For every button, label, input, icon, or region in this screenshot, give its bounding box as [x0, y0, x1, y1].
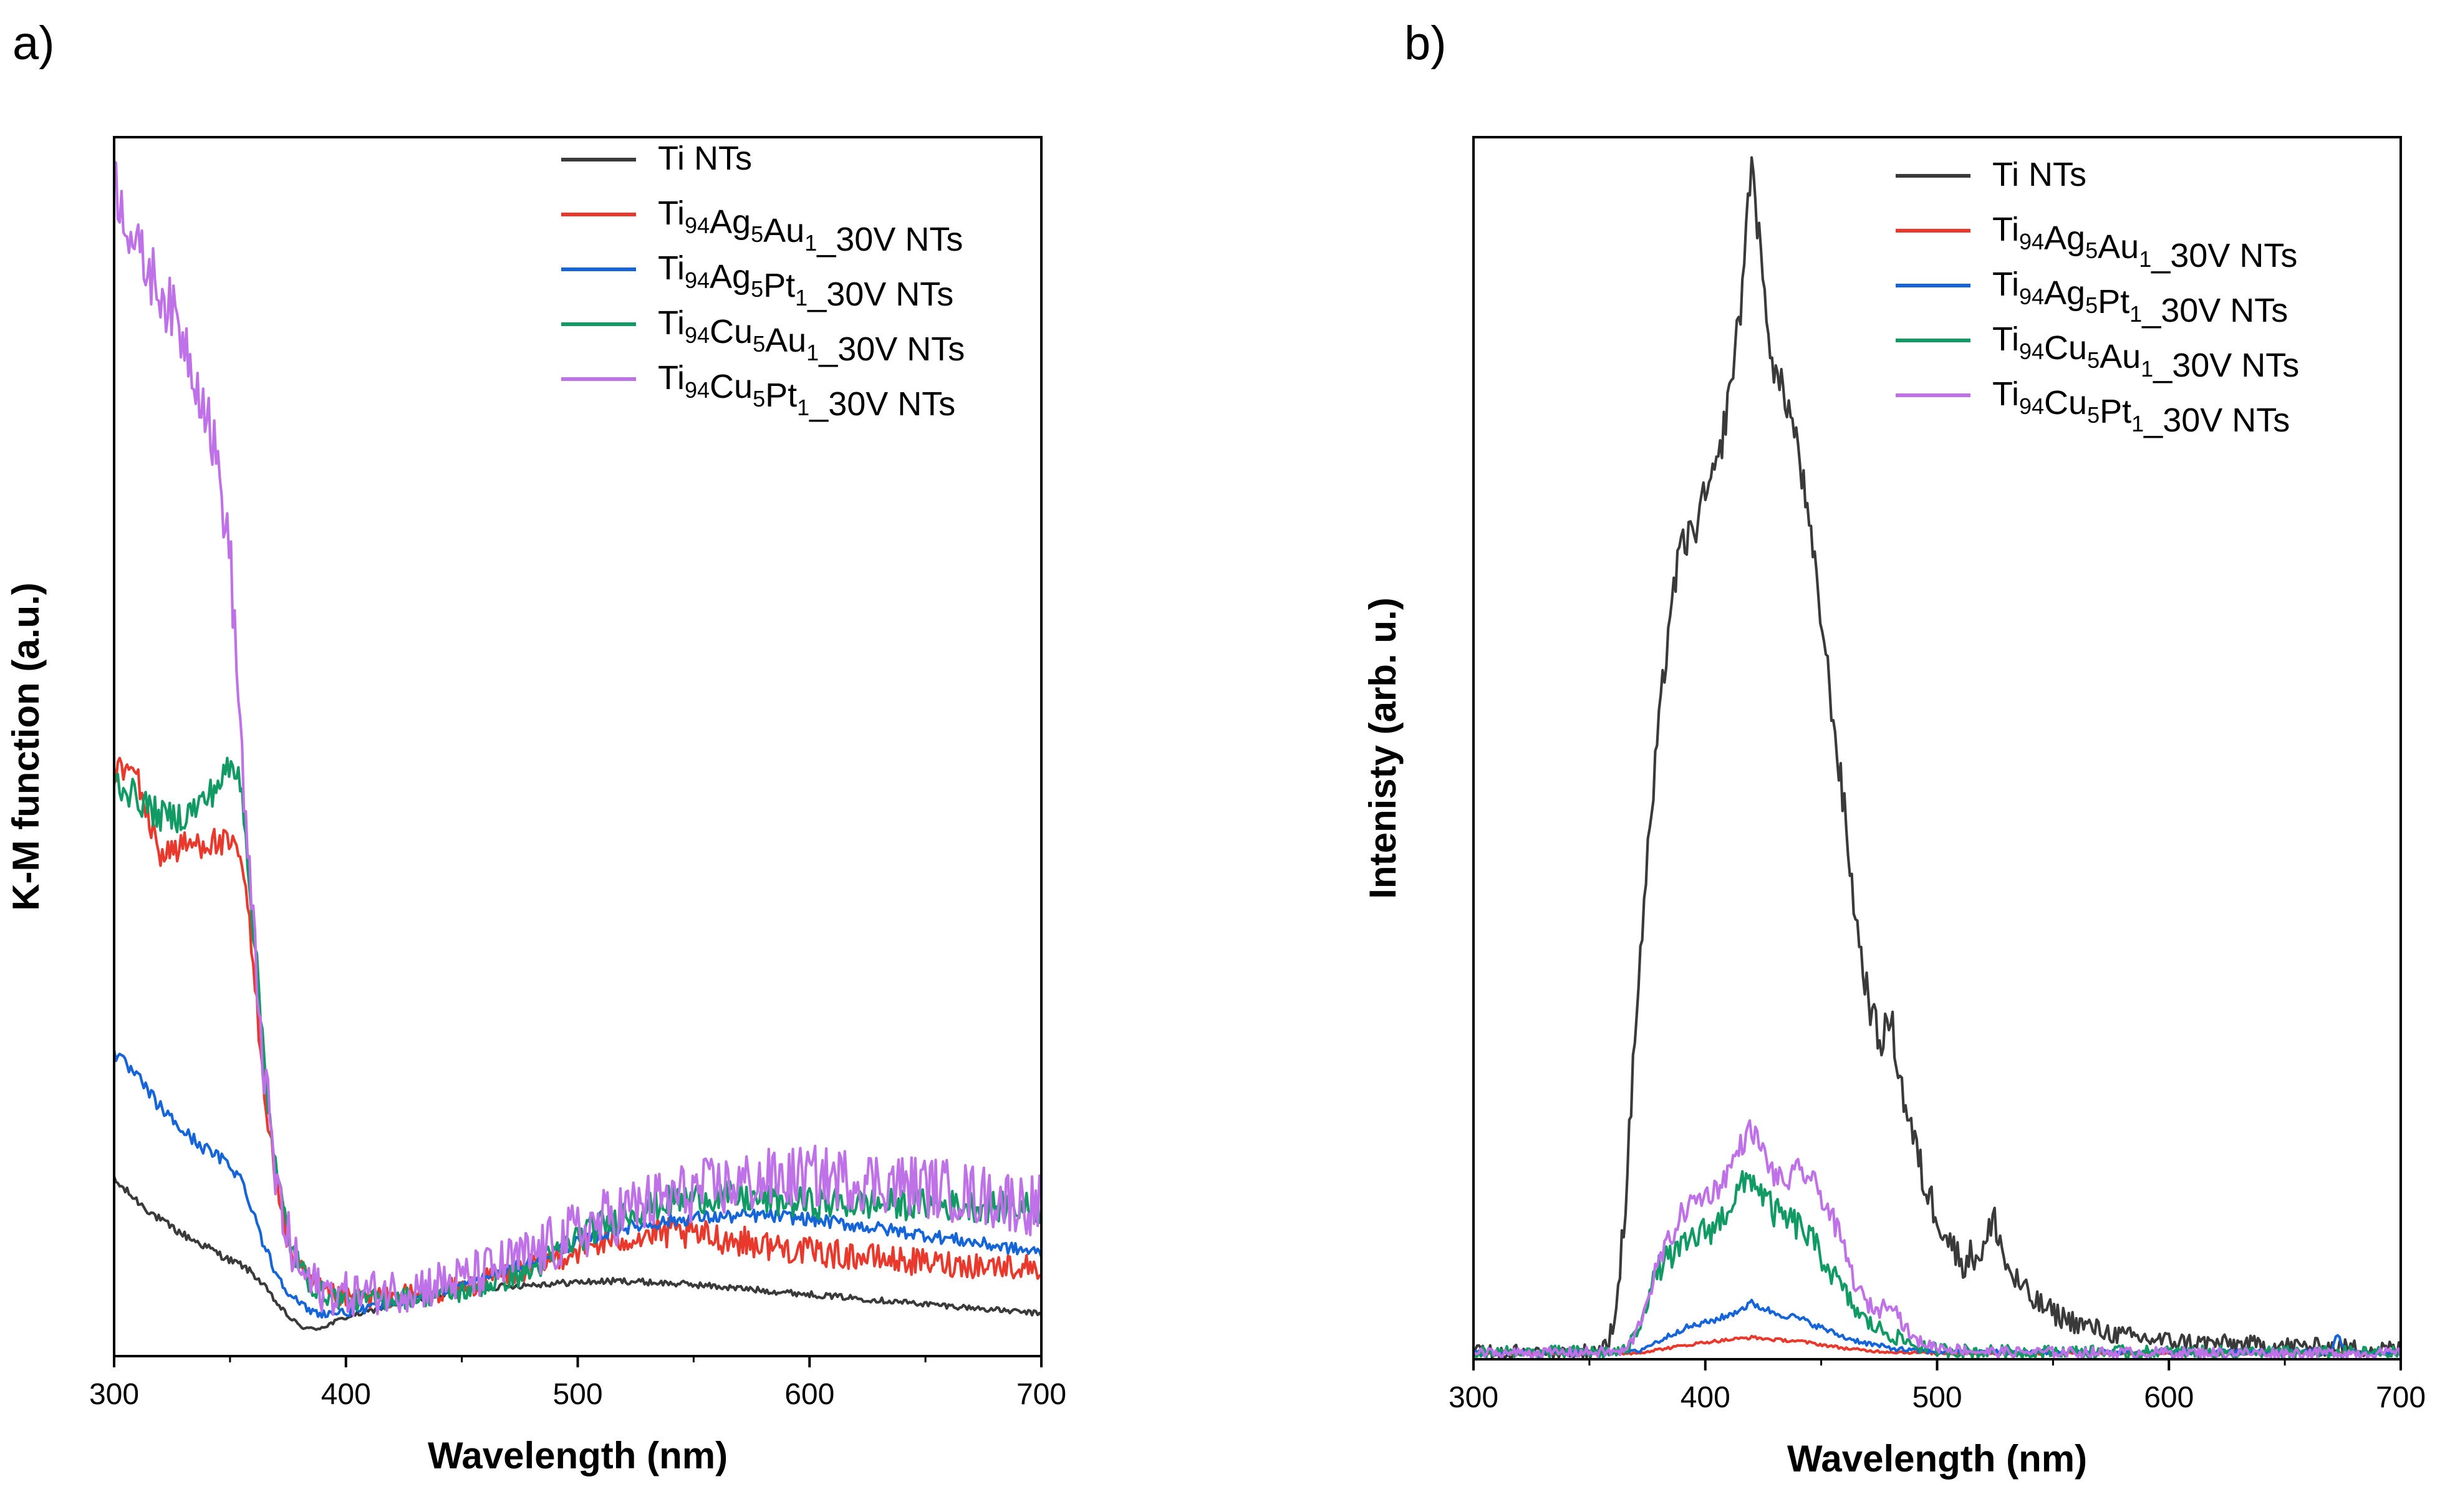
series-line-1 [1472, 156, 2403, 1360]
legend-label: Ti94Ag5Au1_30V NTs [1992, 211, 2297, 274]
series-line-2 [112, 756, 1043, 1309]
y-axis-title: Intenisty (arb. u.) [1362, 597, 1404, 898]
panel-label: b) [1404, 17, 1447, 70]
series-line-4 [112, 756, 1043, 1312]
series-lines [112, 160, 1043, 1331]
x-tick-label: 600 [2144, 1381, 2194, 1414]
y-axis-title: K-M function (a.u.) [5, 582, 47, 911]
legend-label: Ti94Cu5Au1_30V NTs [1992, 320, 2299, 384]
panel-b: b) 300 400 500 600 700 Wavelength (nm) Intenist… [1362, 17, 2426, 1480]
legend-item: Ti94Ag5Pt1_30V NTs [561, 249, 953, 313]
series-line-5 [1473, 1119, 2403, 1360]
x-axis-ticks: 300 400 500 600 700 [89, 1356, 1066, 1411]
legend-label: Ti94Ag5Pt1_30V NTs [658, 249, 953, 313]
legend-label: Ti94Ag5Pt1_30V NTs [1992, 266, 2288, 329]
panel-a: a) 300 400 500 600 700 Wavelength (nm) K-M func… [5, 17, 1066, 1476]
series-line-3 [112, 1049, 1043, 1319]
legend-item: Ti94Cu5Pt1_30V NTs [561, 359, 955, 423]
x-tick-label: 600 [784, 1378, 834, 1411]
x-tick-label: 700 [1016, 1378, 1066, 1411]
series-line-5 [113, 160, 1043, 1317]
legend-label: Ti NTs [658, 140, 752, 177]
legend-label: Ti94Ag5Au1_30V NTs [658, 195, 963, 258]
x-tick-label: 400 [321, 1378, 371, 1411]
series-line-1 [113, 1176, 1043, 1331]
x-tick-label: 700 [2376, 1381, 2426, 1414]
legend-label: Ti NTs [1992, 156, 2086, 193]
x-tick-label: 500 [1912, 1381, 1962, 1414]
legend-item: Ti94Ag5Au1_30V NTs [561, 195, 963, 258]
x-tick-label: 300 [89, 1378, 139, 1411]
legend-item: Ti NTs [561, 140, 752, 177]
legend-item: Ti94Ag5Au1_30V NTs [1896, 211, 2297, 274]
legend-item: Ti94Cu5Au1_30V NTs [561, 304, 965, 368]
legend-item: Ti NTs [1896, 156, 2086, 193]
x-axis-title: Wavelength (nm) [428, 1435, 728, 1476]
series-lines [1472, 156, 2403, 1360]
legend-label: Ti94Cu5Pt1_30V NTs [658, 359, 955, 423]
x-axis-ticks: 300 400 500 600 700 [1449, 1359, 2426, 1414]
x-tick-label: 500 [552, 1378, 602, 1411]
legend-label: Ti94Cu5Au1_30V NTs [658, 304, 965, 368]
legend-item: Ti94Cu5Pt1_30V NTs [1896, 375, 2290, 439]
panel-label: a) [12, 17, 55, 70]
x-axis-title: Wavelength (nm) [1787, 1438, 2087, 1480]
legend-item: Ti94Ag5Pt1_30V NTs [1896, 266, 2288, 329]
x-tick-label: 400 [1681, 1381, 1730, 1414]
legend-item: Ti94Cu5Au1_30V NTs [1896, 320, 2299, 384]
x-tick-label: 300 [1449, 1381, 1498, 1414]
legend-label: Ti94Cu5Pt1_30V NTs [1992, 375, 2290, 439]
